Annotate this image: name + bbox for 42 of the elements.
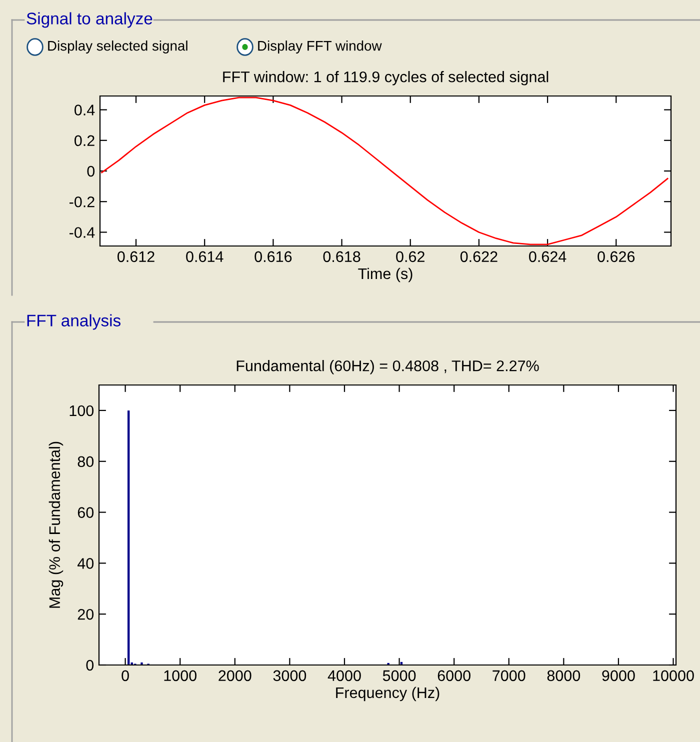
y-axis-title: Mag (% of Fundamental) bbox=[48, 442, 64, 608]
x-tick-label: 0.624 bbox=[529, 251, 566, 262]
x-tick-label: 0.616 bbox=[254, 251, 292, 262]
y-tick-label: 0 bbox=[87, 166, 95, 177]
bar bbox=[140, 662, 143, 665]
x-tick-label: 1000 bbox=[164, 670, 196, 682]
x-tick-label: 0.618 bbox=[323, 251, 360, 262]
x-tick-label: 0.614 bbox=[186, 251, 224, 262]
x-tick-label: 0.62 bbox=[396, 251, 424, 262]
text: FFT analysis bbox=[27, 314, 120, 330]
text: Signal to analyze bbox=[26, 12, 152, 28]
chart-title: FFT window: 1 of 119.9 cycles of selected signal bbox=[223, 71, 548, 86]
x-axis-title: Time (s) bbox=[358, 268, 412, 282]
x-tick-label: 5000 bbox=[382, 670, 416, 682]
x-axis-title: Frequency (Hz) bbox=[336, 686, 440, 702]
chart-title: Fundamental (60Hz) = 0.4808 , THD= 2.27% bbox=[236, 360, 539, 374]
text: Display selected signal bbox=[48, 40, 188, 54]
y-tick-label: -0.4 bbox=[69, 227, 95, 238]
bar bbox=[127, 410, 130, 665]
x-tick-label: 6000 bbox=[438, 670, 470, 682]
x-tick-label: 0 bbox=[122, 670, 129, 682]
y-tick-label: 0.4 bbox=[74, 104, 95, 116]
x-tick-label: 0.622 bbox=[460, 251, 498, 262]
x-tick-label: 0.626 bbox=[598, 251, 635, 262]
x-tick-label: 2000 bbox=[218, 670, 252, 682]
x-tick-label: 9000 bbox=[602, 670, 635, 682]
y-tick-label: 80 bbox=[78, 456, 94, 468]
y-tick-label: -0.2 bbox=[69, 196, 94, 208]
y-tick-label: 20 bbox=[78, 608, 94, 620]
x-tick-label: 7000 bbox=[492, 670, 526, 682]
y-tick-label: 60 bbox=[78, 507, 94, 518]
x-tick-label: 4000 bbox=[328, 670, 361, 682]
text: Display FFT window bbox=[258, 40, 382, 54]
y-tick-label: 0.2 bbox=[74, 135, 94, 146]
x-tick-label: 3000 bbox=[273, 670, 306, 682]
line-series bbox=[101, 96, 668, 246]
x-tick-label: 8000 bbox=[547, 670, 580, 682]
y-tick-label: 100 bbox=[70, 405, 94, 416]
x-tick-label: 10000 bbox=[653, 670, 694, 682]
y-tick-label: 40 bbox=[78, 558, 94, 569]
x-tick-label: 0.612 bbox=[117, 251, 154, 262]
y-tick-label: 0 bbox=[86, 660, 94, 671]
